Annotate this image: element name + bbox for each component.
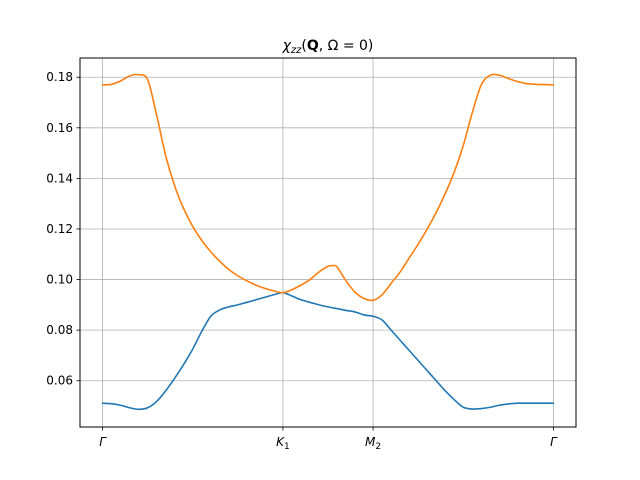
x-tick-base: M [365,435,376,449]
y-tick-label: 0.14 [46,171,73,185]
title-vector: Q [307,38,319,54]
title-subscript: zz [290,45,302,56]
chart-title: χzz(Q, Ω = 0) [282,38,374,56]
series-group [101,73,555,411]
grid [80,58,576,427]
x-axis: Γ K1 M2 Γ [99,427,558,452]
x-tick-label: Γ [99,435,107,449]
series-line-1 [101,291,555,411]
x-tick-label: Γ [550,435,558,449]
y-tick-label: 0.12 [46,222,73,236]
y-tick-label: 0.18 [46,70,73,84]
x-tick-base: K [276,435,285,449]
x-tick-label: K1 [276,435,290,452]
plot-frame [79,57,577,428]
y-tick-label: 0.08 [46,323,73,337]
title-symbol: χ [282,38,292,54]
x-tick-label: M2 [365,435,381,452]
y-axis: 0.06 0.08 0.10 0.12 0.14 0.16 0.18 [46,70,80,388]
x-tick-base: Γ [550,435,558,449]
x-tick-subscript: 2 [375,442,381,452]
title-open-paren: ( [301,38,306,54]
x-tick-subscript: 1 [284,442,290,452]
y-tick-label: 0.10 [46,273,73,287]
y-tick-label: 0.06 [46,374,73,388]
x-tick-base: Γ [99,435,107,449]
y-tick-label: 0.16 [46,121,73,135]
series-line-2 [101,73,555,302]
title-rest: , Ω = 0) [319,38,374,54]
